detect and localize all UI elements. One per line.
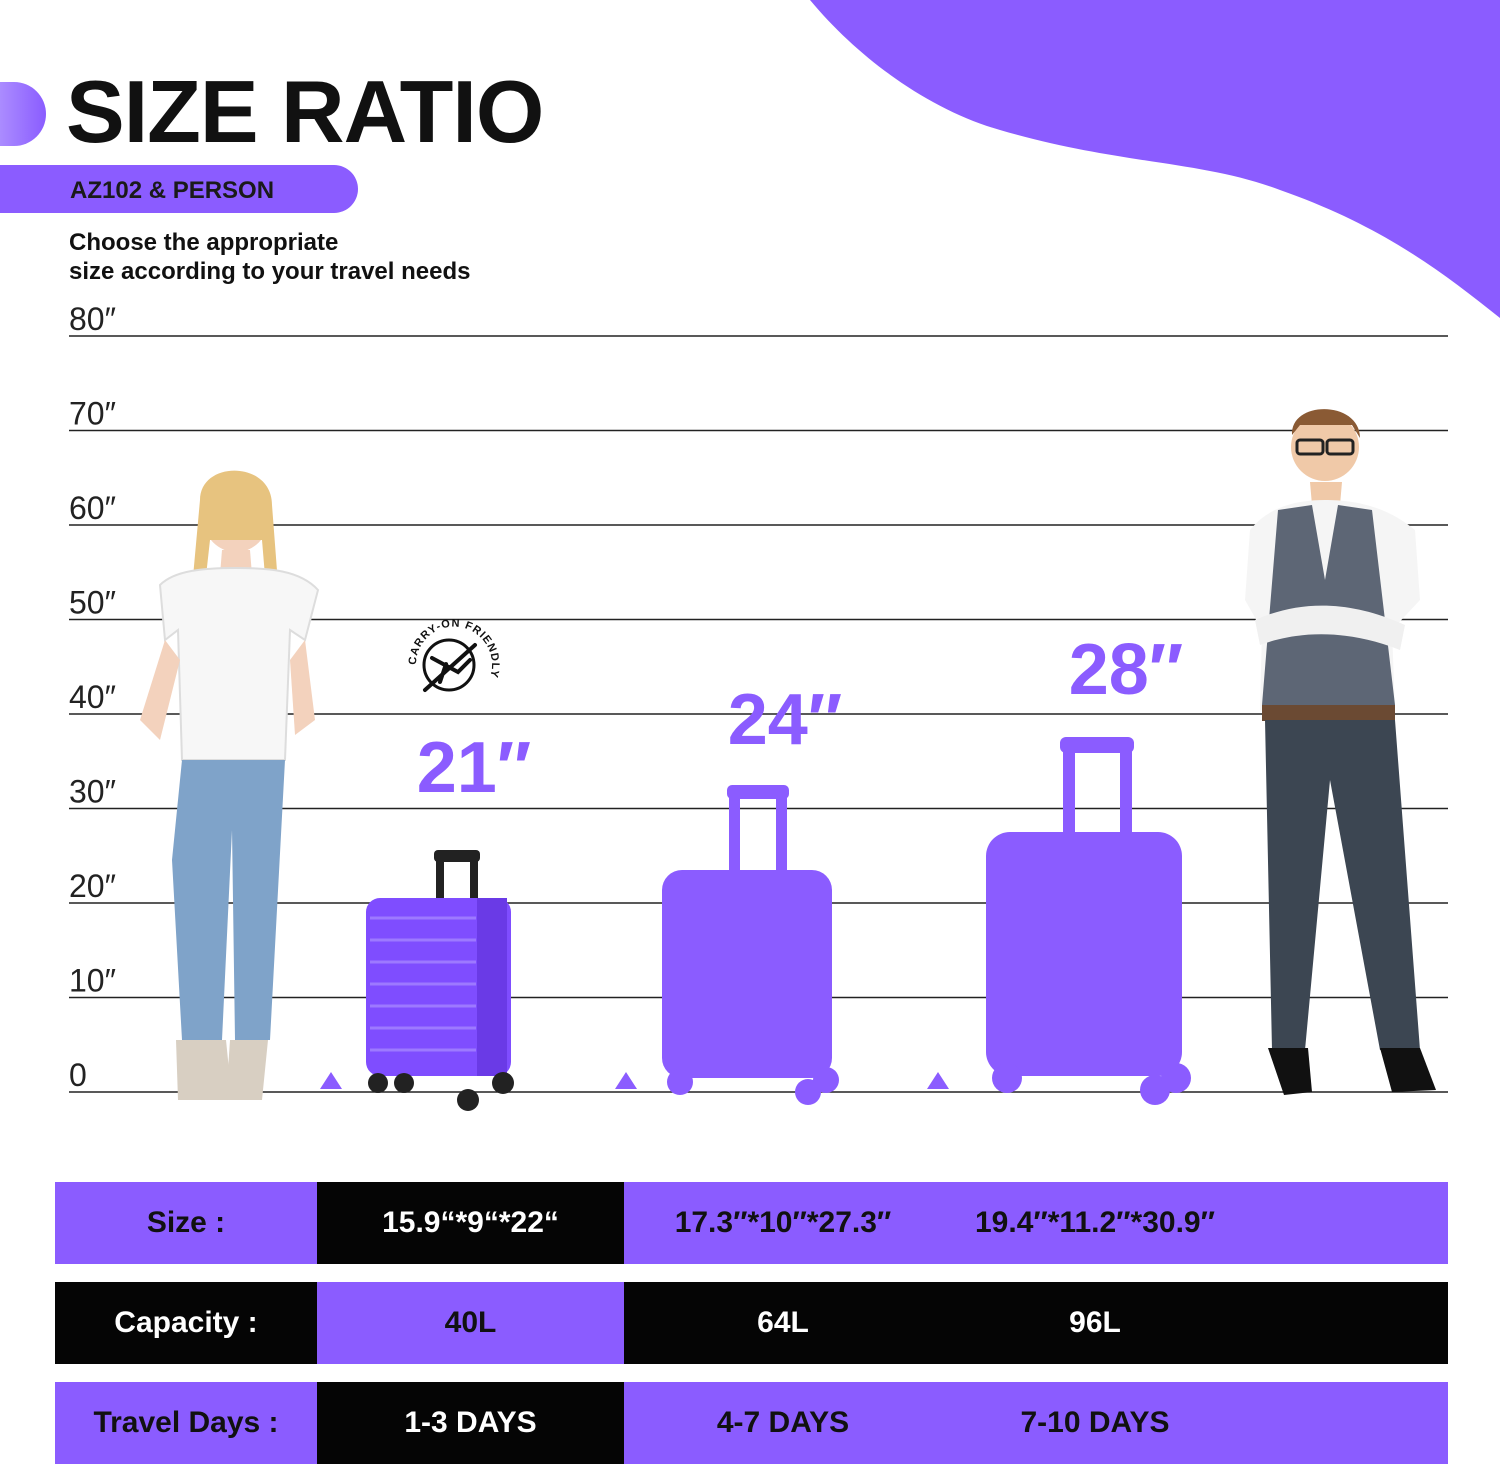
purple-suitcase-silhouette-28 — [986, 737, 1191, 1105]
row-label-size: Size : — [55, 1182, 317, 1264]
page-title: SIZE RATIO — [66, 62, 544, 161]
tick-label: 30″ — [69, 774, 116, 810]
travel-days-value-21: 1-3 DAYS — [317, 1382, 624, 1464]
tick-label: 20″ — [69, 868, 116, 904]
table-row-capacity: Capacity : 40L 64L 96L — [55, 1282, 1448, 1364]
carry-on-friendly-badge: CARRY-ON FRIENDLY — [407, 618, 500, 692]
size-label-21: 21″ — [417, 728, 532, 808]
woman-standing-figure — [140, 470, 320, 1100]
size-value-24: 17.3″*10″*27.3″ — [624, 1182, 942, 1264]
tick-label: 40″ — [69, 679, 116, 715]
size-label-24: 24″ — [728, 680, 843, 760]
size-value-21: 15.9“*9“*22“ — [317, 1182, 624, 1264]
table-row-filler — [1248, 1382, 1448, 1464]
background-wave-shape — [810, 0, 1500, 318]
subtitle-text: AZ102 & PERSON — [70, 177, 275, 204]
purple-suitcase-21 — [366, 850, 514, 1111]
man-standing-figure — [1245, 409, 1436, 1095]
subtitle-pill — [0, 165, 358, 213]
spec-table: Size : 15.9“*9“*22“ 17.3″*10″*27.3″ 19.4… — [55, 1182, 1448, 1466]
tick-label: 0 — [69, 1057, 87, 1093]
capacity-value-24: 64L — [624, 1282, 942, 1364]
size-comparison-chart: 80″70″60″50″40″30″20″10″0 CARRY-ON FRIEN — [69, 301, 1448, 1111]
travel-days-value-24: 4-7 DAYS — [624, 1382, 942, 1464]
row-label-travel-days: Travel Days : — [55, 1382, 317, 1464]
tagline-line-1: Choose the appropriate — [69, 229, 339, 256]
table-row-filler — [1248, 1182, 1448, 1264]
tick-label: 80″ — [69, 301, 116, 337]
table-row-size: Size : 15.9“*9“*22“ 17.3″*10″*27.3″ 19.4… — [55, 1182, 1448, 1264]
row-label-capacity: Capacity : — [55, 1282, 317, 1364]
height-tick-labels: 80″ 70″ 60″ 50″ 40″ 30″ 20″ 10″ 0 — [69, 301, 116, 1093]
tick-label: 10″ — [69, 963, 116, 999]
triangle-marker-1 — [320, 1072, 342, 1089]
travel-days-value-28: 7-10 DAYS — [942, 1382, 1248, 1464]
capacity-value-28: 96L — [942, 1282, 1248, 1364]
tick-label: 70″ — [69, 396, 116, 432]
capacity-value-21: 40L — [317, 1282, 624, 1364]
table-row-travel-days: Travel Days : 1-3 DAYS 4-7 DAYS 7-10 DAY… — [55, 1382, 1448, 1464]
table-row-filler — [1248, 1282, 1448, 1364]
size-label-28: 28″ — [1069, 630, 1184, 710]
purple-suitcase-silhouette-24 — [662, 785, 839, 1105]
tagline-line-2: size according to your travel needs — [69, 258, 471, 285]
size-value-28: 19.4″*11.2″*30.9″ — [942, 1182, 1248, 1264]
tick-label: 60″ — [69, 490, 116, 526]
tick-label: 50″ — [69, 585, 116, 621]
triangle-marker-2 — [615, 1072, 637, 1089]
airplane-globe-icon — [422, 638, 476, 692]
triangle-marker-3 — [927, 1072, 949, 1089]
